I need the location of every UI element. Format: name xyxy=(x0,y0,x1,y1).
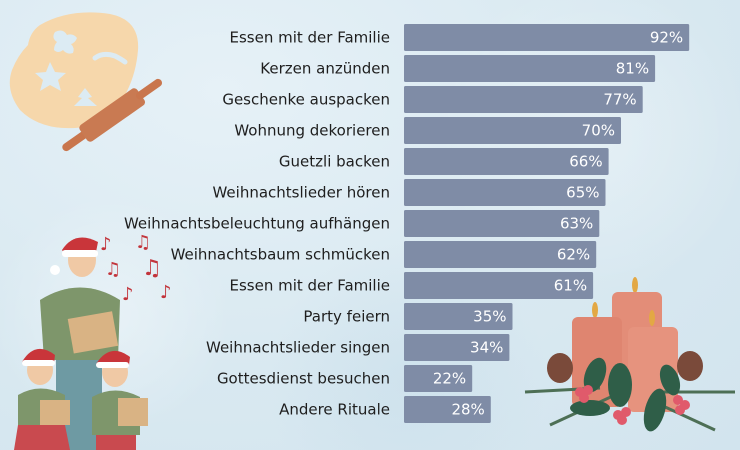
star-cutout xyxy=(35,62,66,91)
child-singer-right xyxy=(92,350,148,450)
bar-8 xyxy=(404,272,594,299)
value-labels-group: 92%81% 77% 70% 66% 65% 63% 62% 61% 35% 34%22% 28% xyxy=(433,29,683,419)
value-label-6: 63% xyxy=(560,215,593,233)
tree-cutout xyxy=(74,88,97,106)
bar-1 xyxy=(404,55,656,82)
bar-11 xyxy=(404,365,473,392)
value-label-2: 77% xyxy=(603,91,636,109)
category-label-4: Guetzli backen xyxy=(279,153,390,171)
holly-leaves xyxy=(570,357,681,432)
value-label-11: 22% xyxy=(433,370,466,388)
category-labels-group: Essen mit der Familie Kerzen anzünden Gesc… xyxy=(124,29,390,419)
bar-0 xyxy=(404,24,690,51)
svg-text:♫: ♫ xyxy=(142,256,162,281)
category-label-5: Weihnachtslieder hören xyxy=(212,184,390,202)
category-label-11: Gottesdienst besuchen xyxy=(217,370,390,388)
category-label-7: Weihnachtsbaum schmücken xyxy=(171,246,390,264)
carol-singers-illustration: ♪ ♫ ♫ ♫ ♪ ♪ xyxy=(14,232,172,450)
category-label-1: Kerzen anzünden xyxy=(260,60,390,78)
category-label-8: Essen mit der Familie xyxy=(229,277,390,295)
gingerbread-cutout xyxy=(53,30,77,54)
category-label-12: Andere Rituale xyxy=(279,401,390,419)
value-label-3: 70% xyxy=(582,122,615,140)
svg-text:♪: ♪ xyxy=(160,282,172,303)
child-singer-left xyxy=(14,348,70,450)
svg-text:♫: ♫ xyxy=(105,259,121,280)
bar-5 xyxy=(404,179,606,206)
category-label-0: Essen mit der Familie xyxy=(229,29,390,47)
value-label-1: 81% xyxy=(616,60,649,78)
bar-9 xyxy=(404,303,513,330)
category-label-6: Weihnachtsbeleuchtung aufhängen xyxy=(124,215,390,233)
value-label-4: 66% xyxy=(569,153,602,171)
value-label-10: 34% xyxy=(470,339,503,357)
bar-3 xyxy=(404,117,621,144)
music-notes: ♪ ♫ ♫ ♫ ♪ ♪ xyxy=(100,232,172,305)
dough-shape xyxy=(9,12,139,129)
value-label-7: 62% xyxy=(557,246,590,264)
svg-text:♪: ♪ xyxy=(122,284,134,305)
svg-text:♪: ♪ xyxy=(100,234,112,255)
category-label-3: Wohnung dekorieren xyxy=(234,122,390,140)
bar-7 xyxy=(404,241,597,268)
svg-text:♫: ♫ xyxy=(135,232,151,253)
bar-6 xyxy=(404,210,600,237)
bars-group xyxy=(404,24,690,423)
value-label-0: 92% xyxy=(650,29,683,47)
category-label-10: Weihnachtslieder singen xyxy=(206,339,390,357)
bar-4 xyxy=(404,148,609,175)
holly-berries xyxy=(575,385,690,425)
bar-10 xyxy=(404,334,510,361)
value-label-12: 28% xyxy=(451,401,484,419)
candy-cane-cutout xyxy=(92,51,128,65)
bar-2 xyxy=(404,86,643,113)
pine-cones xyxy=(547,351,703,383)
bar-12 xyxy=(404,396,491,423)
value-label-8: 61% xyxy=(554,277,587,295)
cookie-dough-illustration xyxy=(9,12,163,152)
rolling-pin xyxy=(62,78,163,152)
value-label-5: 65% xyxy=(566,184,599,202)
advent-candles-illustration xyxy=(524,277,735,432)
category-label-2: Geschenke auspacken xyxy=(222,91,390,109)
category-label-9: Party feiern xyxy=(303,308,390,326)
value-label-9: 35% xyxy=(473,308,506,326)
